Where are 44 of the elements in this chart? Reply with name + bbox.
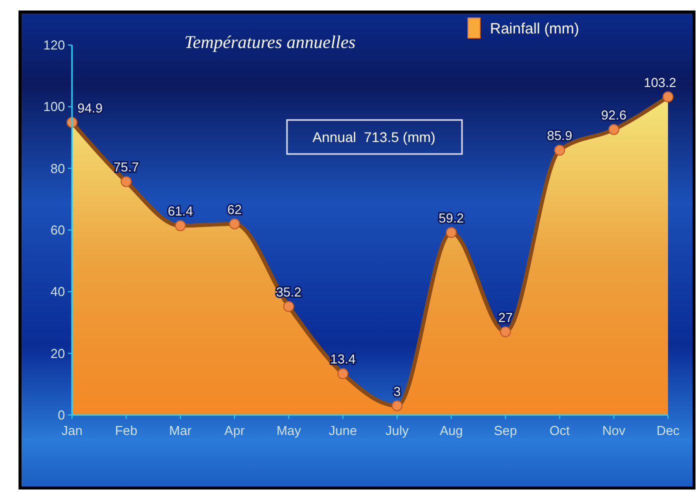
point	[392, 400, 403, 412]
point	[500, 326, 511, 338]
data-label: 85.9	[546, 128, 572, 144]
y-tick-label: 60	[50, 222, 65, 238]
point	[446, 226, 457, 238]
y-tick-label: 20	[50, 346, 65, 361]
y-tick-label: 0	[58, 408, 65, 423]
point	[554, 144, 566, 156]
point	[174, 220, 186, 232]
y-tick-label: 100	[43, 99, 65, 114]
data-label: 61.4	[168, 204, 194, 219]
data-label: 103.2	[644, 74, 676, 90]
x-tick-label: Mar	[169, 423, 192, 438]
point	[608, 124, 620, 135]
x-tick-label: June	[328, 423, 358, 438]
data-label: 13.4	[330, 352, 356, 367]
x-tick-label: May	[276, 423, 302, 438]
x-tick-label: Apr	[224, 423, 246, 438]
x-tick-label: Dec	[656, 423, 680, 438]
point	[662, 91, 674, 102]
data-label: 27	[498, 310, 513, 325]
chart-title: Températures annuelles	[184, 32, 356, 52]
point	[283, 300, 294, 312]
point	[337, 368, 348, 380]
x-tick-label: Sep	[494, 423, 518, 438]
data-label: 3	[393, 384, 401, 399]
data-label: 92.6	[601, 107, 626, 122]
y-tick-label: 120	[43, 38, 65, 53]
data-label: 59.2	[438, 210, 464, 226]
y-tick-label: 40	[50, 284, 65, 300]
data-label: 94.9	[77, 100, 103, 116]
x-tick-label: Jan	[62, 423, 82, 438]
annotation: Annual 713.5 (mm)	[312, 128, 436, 145]
x-tick-label: July	[386, 423, 410, 438]
x-tick-label: Feb	[114, 423, 138, 438]
point	[229, 218, 240, 230]
data-label: 75.7	[114, 160, 139, 175]
x-tick-label: Oct	[550, 423, 570, 438]
point	[120, 176, 132, 188]
data-label: 62	[227, 202, 242, 217]
x-tick-label: Nov	[602, 423, 626, 438]
x-tick-label: Aug	[440, 423, 463, 438]
y-tick-label: 80	[50, 160, 65, 176]
legend-label: Rainfall (mm)	[490, 20, 580, 38]
